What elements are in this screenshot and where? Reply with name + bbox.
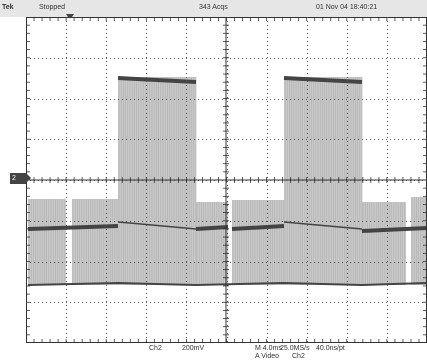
trigger-type: A Video: [255, 353, 280, 360]
channel-marker-label: 2: [12, 175, 16, 182]
record-resolution: 40.0ns/pt: [316, 345, 345, 352]
status-bar: Tek Stopped 343 Acqs 01 Nov 04 18:40:21: [0, 0, 427, 17]
acquisition-state: Stopped: [39, 4, 66, 11]
channel-ground-marker[interactable]: 2: [10, 173, 31, 184]
waveform-trace: [27, 76, 427, 287]
waveform-samples: [28, 77, 426, 285]
brand-label: Tek: [2, 4, 14, 11]
graticule: [26, 17, 427, 343]
sample-rate: 25.0MS/s: [280, 345, 310, 352]
waveform-display: [26, 17, 427, 343]
acquisition-count: 343 Acqs: [199, 4, 228, 11]
channel-label: Ch2: [149, 345, 162, 352]
trigger-source: Ch2: [292, 353, 305, 360]
date-time: 01 Nov 04 18:40:21: [316, 4, 378, 11]
grid-lines: [26, 17, 427, 343]
volts-per-div: 200mV: [182, 345, 205, 352]
time-per-div: M 4.0ms: [255, 345, 282, 352]
